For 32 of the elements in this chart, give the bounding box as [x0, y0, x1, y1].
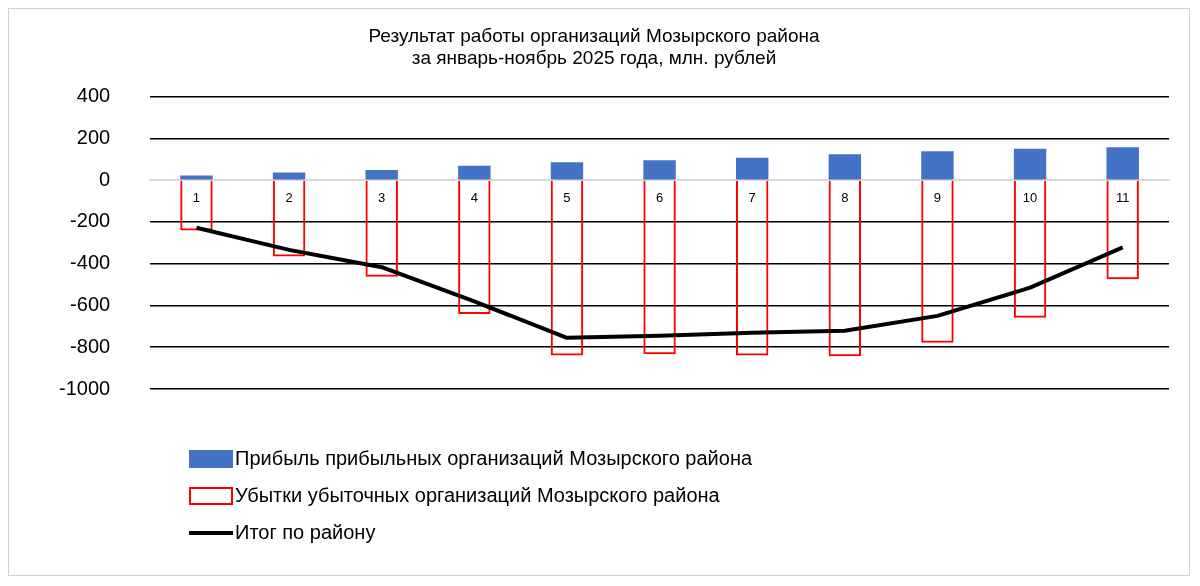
x-tick-label: 11	[1115, 189, 1130, 205]
bar	[828, 154, 862, 180]
bar	[550, 162, 584, 180]
bar	[735, 157, 769, 180]
x-tick-label: 7	[748, 189, 756, 205]
y-tick-label: -400	[70, 251, 111, 274]
legend-label: Убытки убыточных организаций Мозырского района	[235, 484, 720, 507]
bar	[458, 165, 491, 180]
x-tick-label: 9	[933, 189, 942, 205]
bar	[1106, 147, 1139, 180]
y-tick-label: -1000	[59, 376, 111, 399]
x-tick-label: 5	[563, 189, 571, 205]
x-tick-label: 8	[841, 189, 849, 205]
x-tick-label: 1	[192, 189, 201, 205]
bar	[643, 160, 676, 180]
y-tick-label: 400	[76, 84, 111, 107]
legend-label: Прибыль прибыльных организаций Мозырского района	[235, 447, 753, 470]
y-tick-label: 0	[99, 167, 111, 190]
x-tick-label: 6	[655, 189, 664, 205]
x-tick-label: 10	[1022, 189, 1038, 205]
bar	[921, 151, 954, 180]
y-tick-label: -200	[70, 209, 111, 232]
chart-title: Результат работы организаций Мозырского района за январь-ноябрь 2025 года, млн. рублей	[368, 24, 820, 69]
bar	[365, 170, 398, 180]
legend-label: Итог по району	[235, 521, 376, 544]
bar	[1013, 148, 1047, 180]
y-tick-label: 200	[76, 125, 111, 148]
x-tick-label: 4	[470, 189, 478, 205]
x-tick-label: 2	[285, 189, 293, 205]
x-tick-label: 3	[378, 189, 386, 205]
y-tick-label: -600	[70, 292, 111, 315]
y-tick-label: -800	[70, 334, 111, 357]
